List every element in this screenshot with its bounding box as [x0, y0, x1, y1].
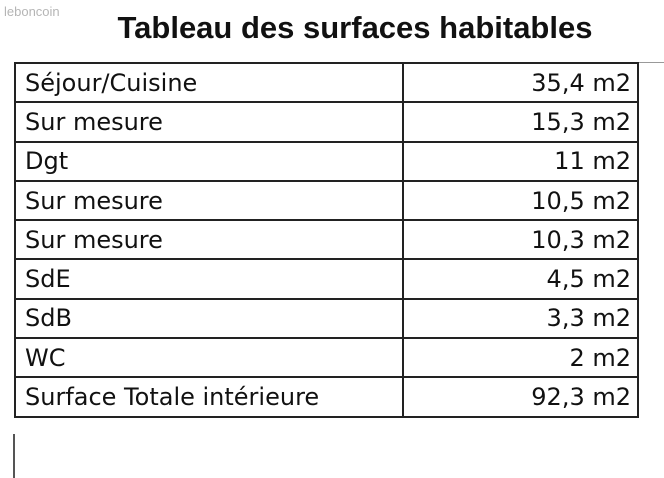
room-area: 15,3 m2: [402, 101, 639, 143]
table-row: Sur mesure 10,5 m2: [14, 179, 639, 222]
table-row: SdE 4,5 m2: [14, 258, 639, 300]
watermark: leboncoin: [4, 4, 60, 19]
room-name: SdB: [14, 297, 404, 340]
room-name: SdE: [14, 258, 404, 300]
table-row: Sur mesure 10,3 m2: [14, 219, 639, 261]
room-area: 92,3 m2: [402, 376, 639, 418]
room-area: 11 m2: [402, 140, 639, 182]
table-row: Surface Totale intérieure 92,3 m2: [14, 376, 639, 418]
table-row: Sur mesure 15,3 m2: [14, 101, 639, 143]
room-name: Surface Totale intérieure: [14, 376, 404, 418]
room-area: 35,4 m2: [402, 61, 639, 104]
room-area: 2 m2: [402, 337, 639, 379]
border-line: [639, 62, 664, 63]
room-name: Sur mesure: [14, 179, 404, 222]
room-name: Sur mesure: [14, 101, 404, 143]
border-line: [13, 434, 15, 478]
table-row: Séjour/Cuisine 35,4 m2: [14, 61, 639, 104]
room-area: 3,3 m2: [402, 297, 639, 340]
room-name: WC: [14, 337, 404, 379]
table-row: SdB 3,3 m2: [14, 297, 639, 340]
surface-table: Séjour/Cuisine 35,4 m2 Sur mesure 15,3 m2 Dg…: [14, 61, 639, 418]
room-area: 10,3 m2: [402, 219, 639, 261]
table-row: WC 2 m2: [14, 337, 639, 379]
room-name: Dgt: [14, 140, 404, 182]
table-row: Dgt 11 m2: [14, 140, 639, 182]
title: Tableau des surfaces habitables: [117, 10, 593, 45]
room-name: Sur mesure: [14, 219, 404, 261]
room-area: 4,5 m2: [402, 258, 639, 300]
room-name: Séjour/Cuisine: [14, 61, 404, 104]
room-area: 10,5 m2: [402, 179, 639, 222]
